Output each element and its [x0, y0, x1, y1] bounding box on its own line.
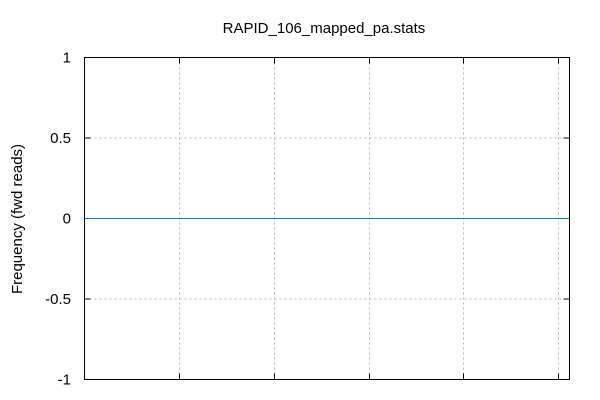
tick-marks [84, 57, 570, 380]
y-tick-label: 1 [63, 50, 71, 67]
y-tick-label: -1 [58, 372, 71, 389]
y-tick-label: -0.5 [45, 291, 71, 308]
y-axis-label: Frequency (fwd reads) [9, 144, 26, 294]
y-tick-label: 0.5 [50, 130, 71, 147]
y-tick-label: 0 [63, 211, 71, 228]
chart-title: RAPID_106_mapped_pa.stats [223, 20, 426, 37]
y-tick-labels: 1 0.5 0 -0.5 -1 [45, 50, 71, 389]
